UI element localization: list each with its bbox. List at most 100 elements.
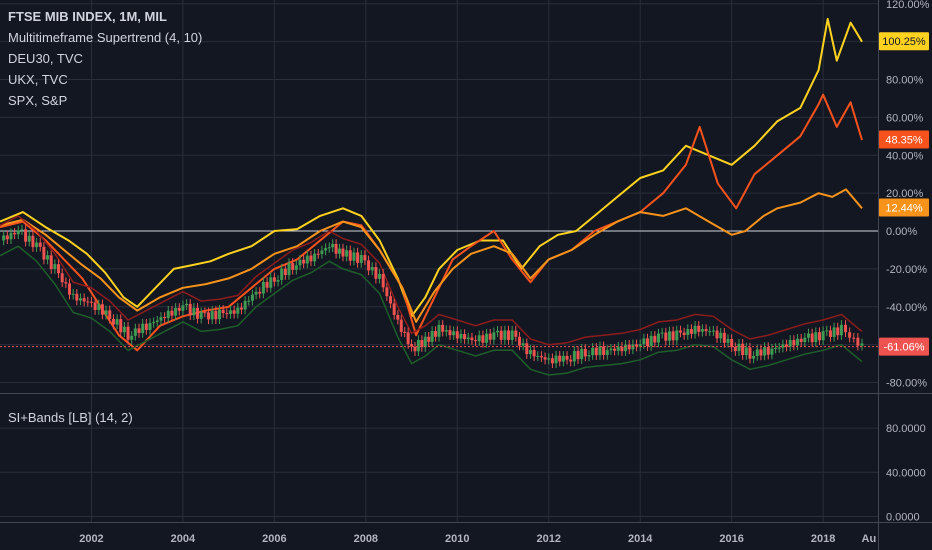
candle (265, 281, 269, 288)
candle (324, 248, 328, 251)
candle (613, 348, 617, 351)
candle (46, 255, 50, 260)
candle (828, 330, 832, 337)
candle (594, 347, 598, 356)
candle (287, 263, 291, 276)
candle (86, 301, 90, 303)
candle (159, 316, 163, 321)
candle (427, 336, 431, 342)
candle (163, 316, 167, 319)
candle (470, 337, 474, 341)
candle (247, 300, 251, 302)
candle (777, 347, 781, 349)
indicator-legend[interactable]: Multitimeframe Supertrend (4, 10) (8, 30, 203, 45)
candle (635, 344, 639, 347)
compare-ukx[interactable]: UKX, TVC (8, 72, 68, 87)
candle (609, 348, 613, 351)
candle (507, 330, 511, 340)
last-value-badge (879, 337, 929, 356)
candle (649, 335, 653, 347)
candle (42, 246, 46, 260)
candle (20, 229, 24, 231)
x-tick-label: 2006 (262, 533, 286, 545)
candle (715, 330, 719, 339)
candle (352, 252, 356, 261)
candle (646, 338, 650, 347)
candle (174, 307, 178, 316)
candle (525, 343, 529, 355)
candle (13, 232, 17, 235)
y-tick-label: 0.00% (886, 226, 917, 238)
candle (228, 310, 232, 315)
symbol-title[interactable]: FTSE MIB INDEX, 1M, MIL (8, 9, 167, 24)
candle (532, 350, 536, 357)
candle (71, 293, 75, 295)
candle (561, 355, 565, 362)
candle (485, 333, 489, 343)
candle (466, 337, 470, 340)
candle (678, 330, 682, 333)
y-tick-label: 20.00% (886, 188, 924, 200)
last-value-badge (879, 130, 929, 149)
candle (276, 279, 280, 282)
sub-pane-legend[interactable]: SI+Bands [LB] (14, 2) (8, 410, 133, 425)
candle (155, 320, 159, 323)
candle (430, 331, 434, 342)
compare-deu30[interactable]: DEU30, TVC (8, 51, 83, 66)
candle (185, 303, 189, 306)
series-line-spx (0, 17, 863, 318)
last-value-label: 12.44% (885, 202, 923, 214)
candle (218, 309, 221, 320)
candle (75, 293, 79, 301)
compare-spx[interactable]: SPX, S&P (8, 93, 68, 108)
candle (64, 282, 68, 284)
candle (181, 305, 185, 311)
candle (239, 307, 243, 310)
candle (616, 346, 620, 351)
candle (16, 230, 20, 235)
last-value-badge (879, 198, 929, 217)
candle (741, 343, 745, 356)
candle (261, 281, 265, 294)
candle (565, 355, 569, 360)
candle (488, 333, 492, 340)
candle (100, 304, 104, 315)
candle (359, 255, 363, 263)
candle (796, 338, 800, 346)
candle (844, 324, 848, 333)
x-tick-label: 2004 (171, 533, 196, 545)
candle (664, 332, 668, 341)
candle (752, 356, 756, 359)
candle (78, 298, 82, 301)
candle (434, 331, 438, 337)
candle (675, 330, 679, 341)
x-tick-label: 2008 (354, 533, 378, 545)
candle (755, 349, 759, 357)
candle (345, 250, 349, 257)
candle (272, 277, 276, 282)
candle (763, 347, 767, 356)
candle (420, 340, 424, 348)
candle (35, 242, 39, 248)
candle (543, 357, 547, 360)
candle (144, 323, 148, 330)
x-tick-label: 2016 (719, 533, 743, 545)
candle (108, 310, 112, 319)
candle (57, 264, 61, 274)
candle (657, 333, 660, 343)
last-value-label: 100.25% (882, 36, 926, 48)
sub-y-tick-label: 80.0000 (886, 423, 926, 435)
candle (558, 355, 562, 362)
last-value-label: -61.06% (884, 342, 925, 354)
candle (313, 253, 317, 262)
candle (576, 350, 580, 360)
candle (785, 344, 789, 347)
candle (697, 325, 701, 332)
candle (82, 298, 86, 302)
candle (825, 330, 829, 332)
candle (528, 350, 532, 355)
candle (294, 265, 298, 270)
candle (810, 333, 814, 343)
